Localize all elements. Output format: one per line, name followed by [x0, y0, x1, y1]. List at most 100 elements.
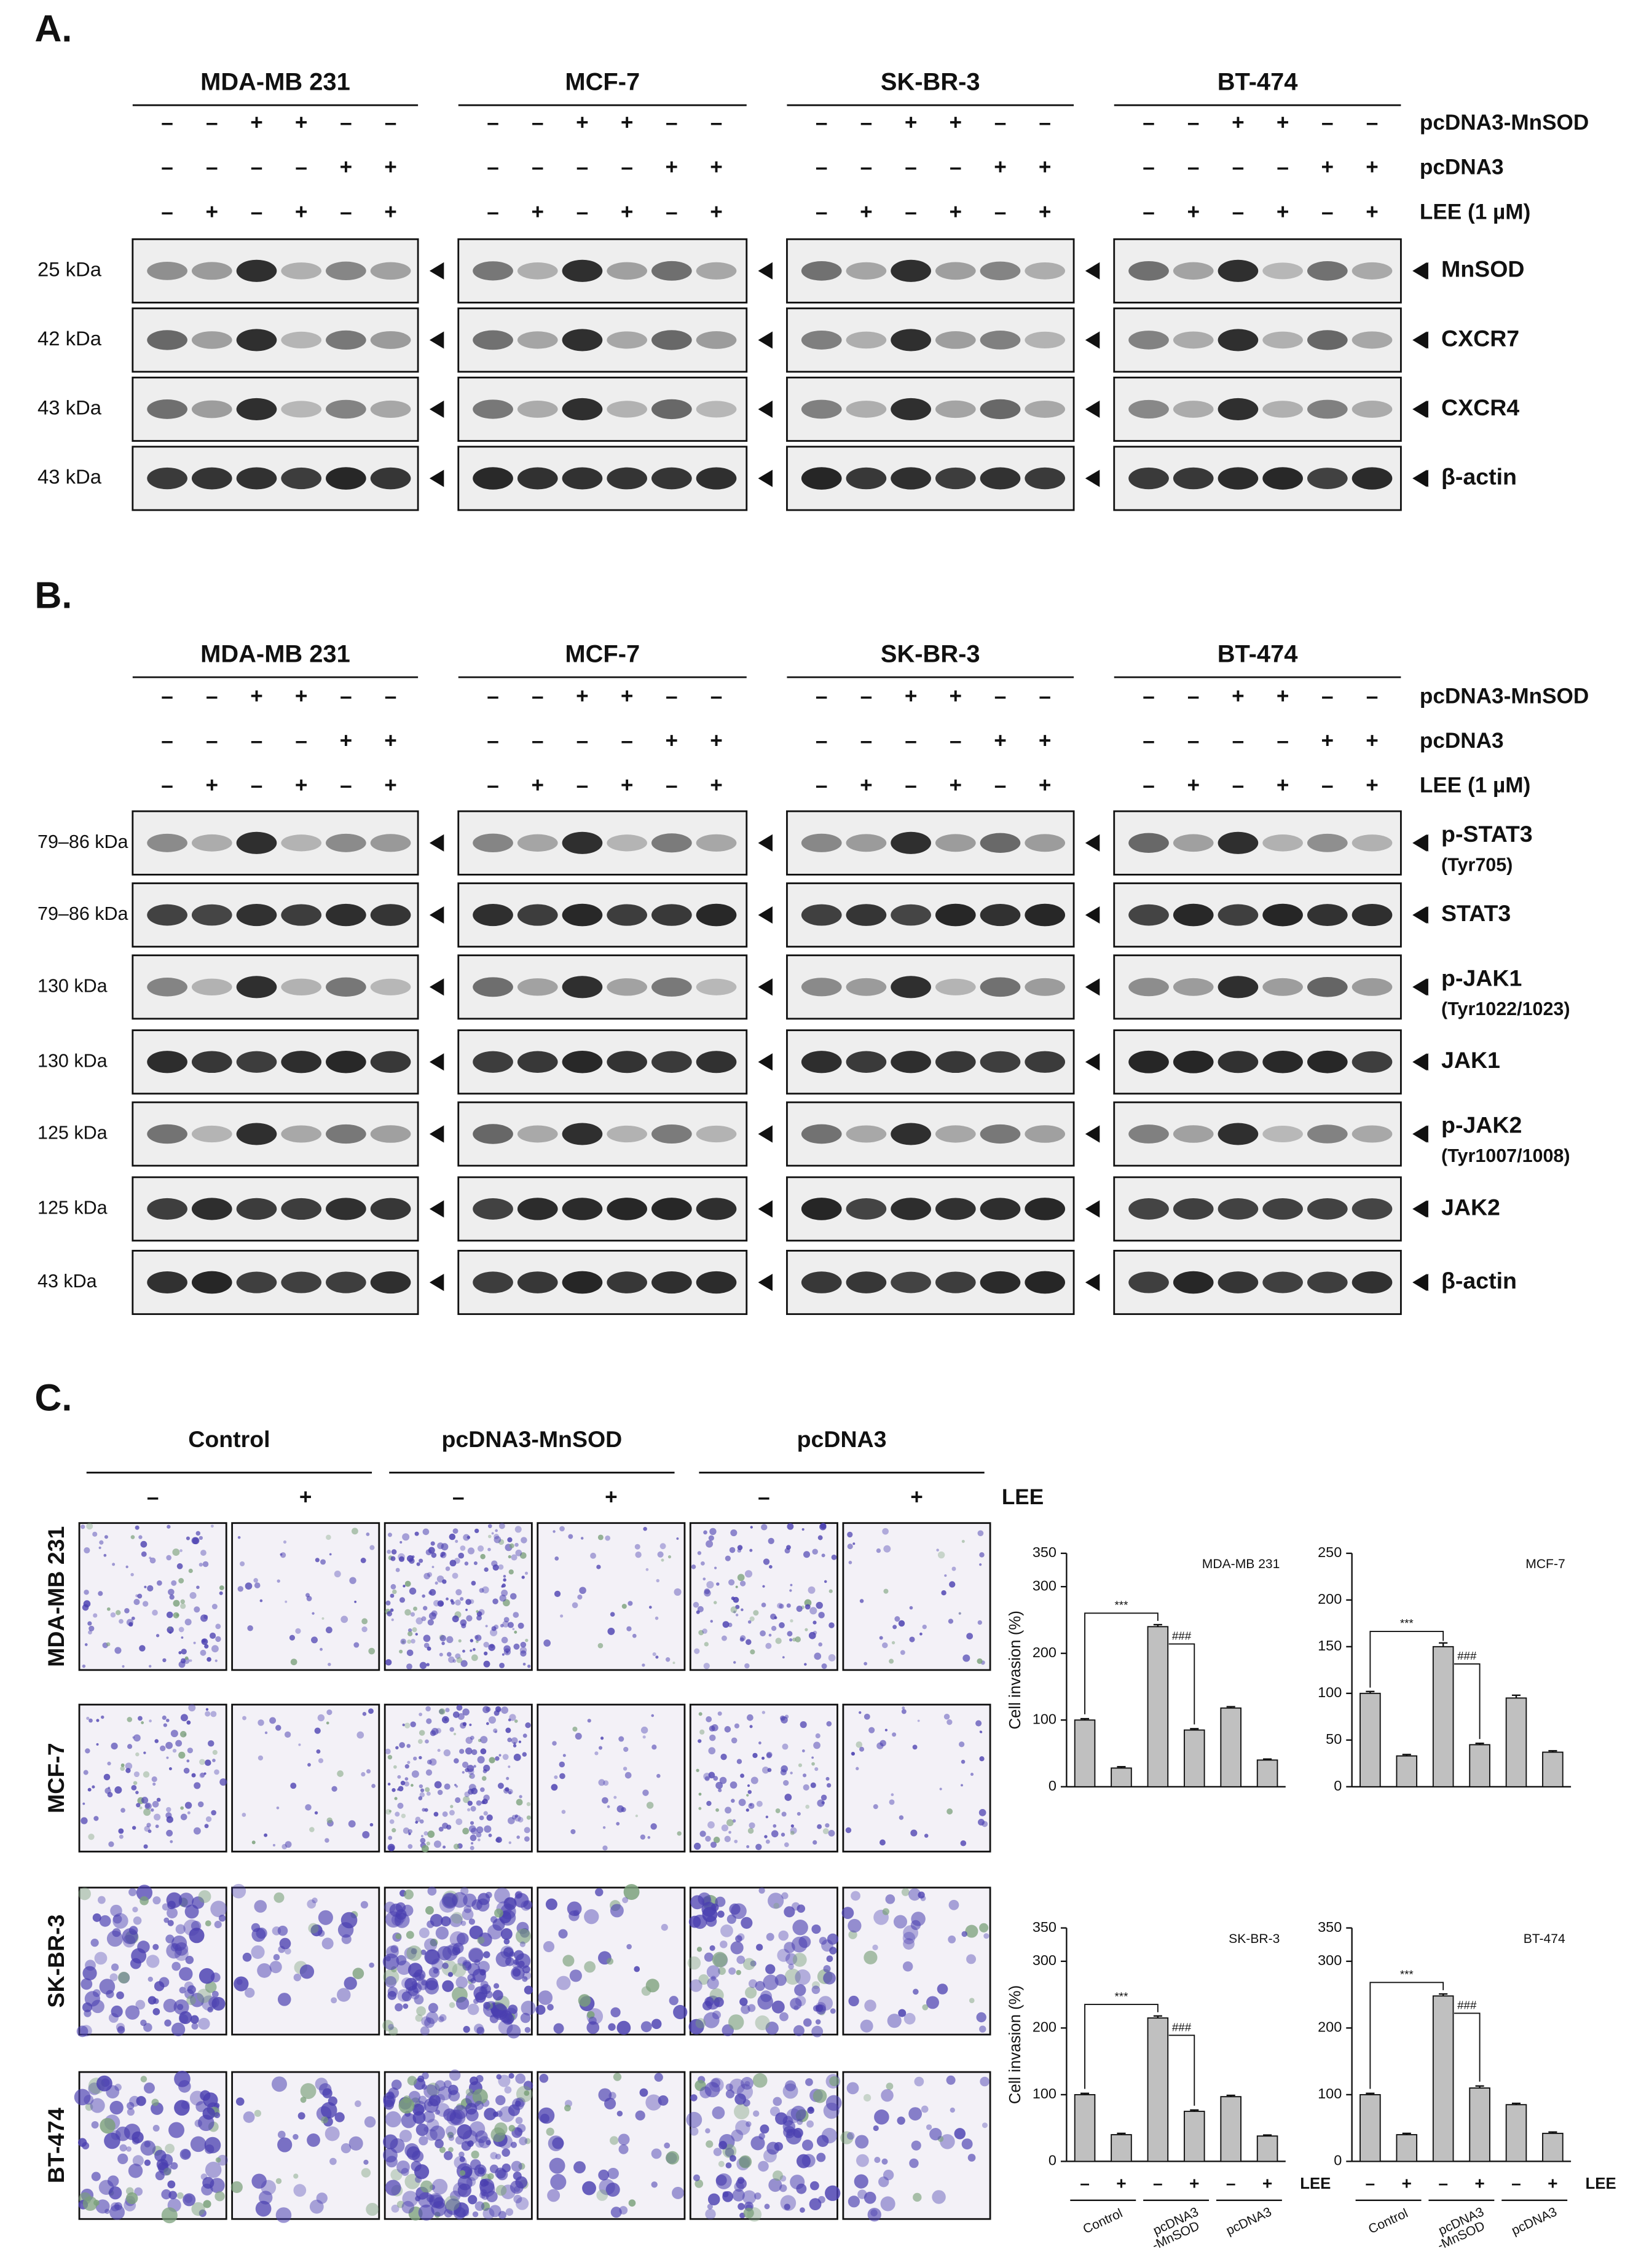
cell [369, 1823, 374, 1827]
cell [427, 1759, 432, 1765]
x-tick-label: – [1438, 2173, 1448, 2192]
cell [251, 1840, 256, 1845]
cell [961, 2138, 973, 2150]
cell [618, 2144, 629, 2154]
cell [487, 2173, 494, 2180]
cell [431, 2201, 447, 2217]
cell [829, 2076, 840, 2087]
cell [455, 1539, 458, 1543]
bar [1147, 1626, 1169, 1787]
cell [419, 1756, 422, 1760]
cell [300, 2097, 307, 2103]
cell [74, 2089, 91, 2106]
cell [961, 1784, 963, 1787]
cell [651, 1744, 657, 1750]
cell [455, 1785, 458, 1788]
cell [623, 1746, 629, 1752]
cell [329, 1553, 332, 1556]
cell [109, 2100, 124, 2115]
cell [407, 1760, 411, 1764]
blot-band [801, 1124, 842, 1144]
cell [508, 1569, 514, 1575]
cell [277, 2130, 286, 2139]
blot-band [236, 1051, 277, 1073]
cell [135, 1752, 140, 1757]
cell [733, 1611, 736, 1614]
blot-band [191, 467, 232, 490]
condition-sign: + [666, 155, 679, 179]
cell [458, 1552, 465, 1559]
cell [469, 1925, 483, 1939]
cell [480, 1748, 487, 1755]
cell [510, 1593, 517, 1600]
cell [655, 1616, 659, 1620]
cell [926, 1996, 939, 2009]
cell [819, 1937, 827, 1945]
cell [691, 1564, 696, 1569]
cell [695, 2179, 704, 2188]
cell [387, 1532, 393, 1537]
blot-band [236, 329, 277, 351]
cell [812, 1548, 818, 1555]
bar [1147, 2017, 1169, 2162]
cell [470, 1821, 474, 1825]
cell [107, 2175, 119, 2187]
cell [966, 1633, 974, 1640]
blot-band [473, 261, 513, 281]
blot-band [1218, 1198, 1259, 1220]
blot-band [801, 261, 842, 281]
condition-label: pcDNA3-MnSOD [1420, 684, 1589, 708]
blot-band [696, 834, 737, 852]
cell [513, 1643, 520, 1650]
arrowhead [429, 906, 444, 924]
cell [179, 1731, 187, 1738]
condition-sign: – [1366, 684, 1379, 708]
cell [825, 2095, 842, 2111]
cell [495, 2167, 506, 2179]
cell [205, 1920, 211, 1927]
cell [494, 1730, 497, 1733]
cell [562, 1955, 575, 1967]
cell [495, 1706, 502, 1713]
cell [469, 1775, 472, 1778]
significance: ### [1172, 2020, 1192, 2033]
cell [969, 1998, 975, 2004]
cell [473, 1648, 476, 1651]
blot-band [891, 831, 931, 854]
blot-band [980, 399, 1021, 420]
cell [651, 2019, 662, 2030]
cell [706, 1800, 712, 1807]
blot-band [1025, 467, 1066, 490]
cell [909, 1636, 915, 1642]
cell [508, 2073, 514, 2079]
cell [845, 1827, 852, 1834]
cell [439, 1896, 456, 1913]
cell [447, 1972, 454, 1977]
condition-sign: – [621, 155, 633, 179]
cell [768, 1633, 772, 1637]
cell [864, 1950, 878, 1964]
cell [526, 1802, 531, 1807]
cell [259, 1599, 263, 1603]
cell [449, 2002, 455, 2008]
cell [610, 2207, 622, 2218]
cell [491, 1626, 497, 1631]
cell [181, 1636, 184, 1639]
cell [736, 2084, 754, 2100]
cell [642, 1663, 645, 1667]
protein-label: β-actin [1441, 1268, 1517, 1293]
blot-band [935, 331, 976, 349]
row-label: MCF-7 [43, 1743, 69, 1813]
protein-label: JAK2 [1441, 1194, 1500, 1220]
blot-band [696, 1051, 737, 1073]
y-tick-label: 350 [1318, 1919, 1342, 1935]
cell [475, 2130, 488, 2143]
cell [395, 1568, 400, 1572]
blot-band [1173, 331, 1214, 349]
blot-band [801, 1051, 842, 1073]
cell [624, 1772, 632, 1779]
blot-band [1218, 1123, 1259, 1145]
cell [495, 2154, 502, 2160]
cell [559, 1761, 565, 1768]
